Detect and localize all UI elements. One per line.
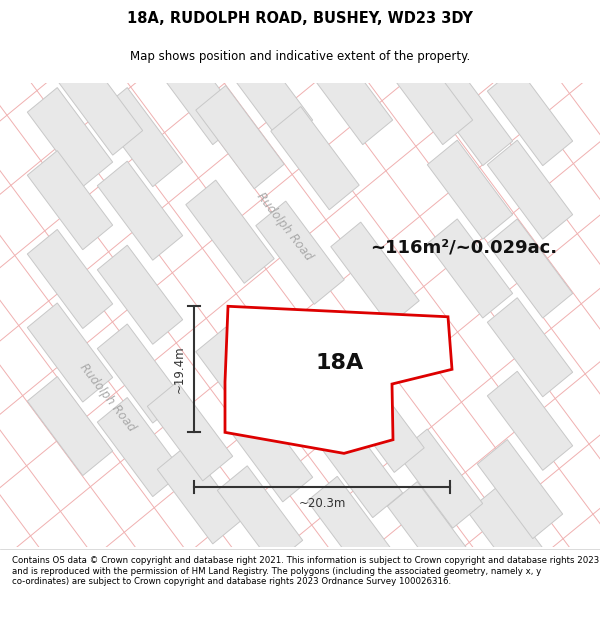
- Polygon shape: [467, 487, 553, 586]
- Polygon shape: [388, 46, 473, 144]
- Polygon shape: [256, 201, 344, 304]
- Polygon shape: [196, 327, 284, 431]
- Polygon shape: [317, 419, 403, 518]
- Polygon shape: [28, 303, 113, 402]
- Polygon shape: [28, 88, 113, 187]
- Polygon shape: [427, 67, 512, 166]
- Polygon shape: [427, 219, 512, 318]
- Polygon shape: [97, 245, 182, 344]
- Text: 18A, RUDOLPH ROAD, BUSHEY, WD23 3DY: 18A, RUDOLPH ROAD, BUSHEY, WD23 3DY: [127, 11, 473, 26]
- Polygon shape: [331, 222, 419, 326]
- Polygon shape: [225, 306, 452, 453]
- Polygon shape: [478, 439, 563, 539]
- Polygon shape: [487, 371, 572, 471]
- Polygon shape: [336, 369, 424, 472]
- Polygon shape: [487, 298, 572, 397]
- Polygon shape: [307, 476, 392, 576]
- Polygon shape: [227, 46, 313, 144]
- Polygon shape: [97, 398, 182, 497]
- Text: ~116m²/~0.029ac.: ~116m²/~0.029ac.: [370, 239, 557, 256]
- Polygon shape: [148, 382, 233, 481]
- Polygon shape: [397, 429, 482, 528]
- Polygon shape: [427, 140, 512, 239]
- Polygon shape: [487, 140, 572, 239]
- Polygon shape: [58, 56, 143, 155]
- Polygon shape: [28, 151, 113, 250]
- Polygon shape: [196, 86, 284, 189]
- Text: ~20.3m: ~20.3m: [298, 498, 346, 510]
- Polygon shape: [28, 229, 113, 329]
- Polygon shape: [271, 348, 359, 451]
- Polygon shape: [157, 445, 242, 544]
- Polygon shape: [97, 161, 182, 260]
- Text: Rudolph Road: Rudolph Road: [254, 190, 316, 263]
- Polygon shape: [487, 219, 572, 318]
- Polygon shape: [487, 67, 572, 166]
- Text: ~19.4m: ~19.4m: [173, 346, 185, 393]
- Text: Contains OS data © Crown copyright and database right 2021. This information is : Contains OS data © Crown copyright and d…: [12, 556, 599, 586]
- Polygon shape: [271, 106, 359, 210]
- Polygon shape: [388, 482, 473, 581]
- Polygon shape: [157, 46, 242, 144]
- Polygon shape: [97, 88, 182, 187]
- Polygon shape: [217, 466, 302, 565]
- Polygon shape: [307, 46, 392, 144]
- Text: Map shows position and indicative extent of the property.: Map shows position and indicative extent…: [130, 49, 470, 62]
- Polygon shape: [28, 376, 113, 476]
- Text: 18A: 18A: [316, 353, 364, 373]
- Polygon shape: [227, 402, 313, 502]
- Text: Rudolph Road: Rudolph Road: [77, 361, 139, 434]
- Polygon shape: [186, 180, 274, 283]
- Polygon shape: [97, 324, 182, 423]
